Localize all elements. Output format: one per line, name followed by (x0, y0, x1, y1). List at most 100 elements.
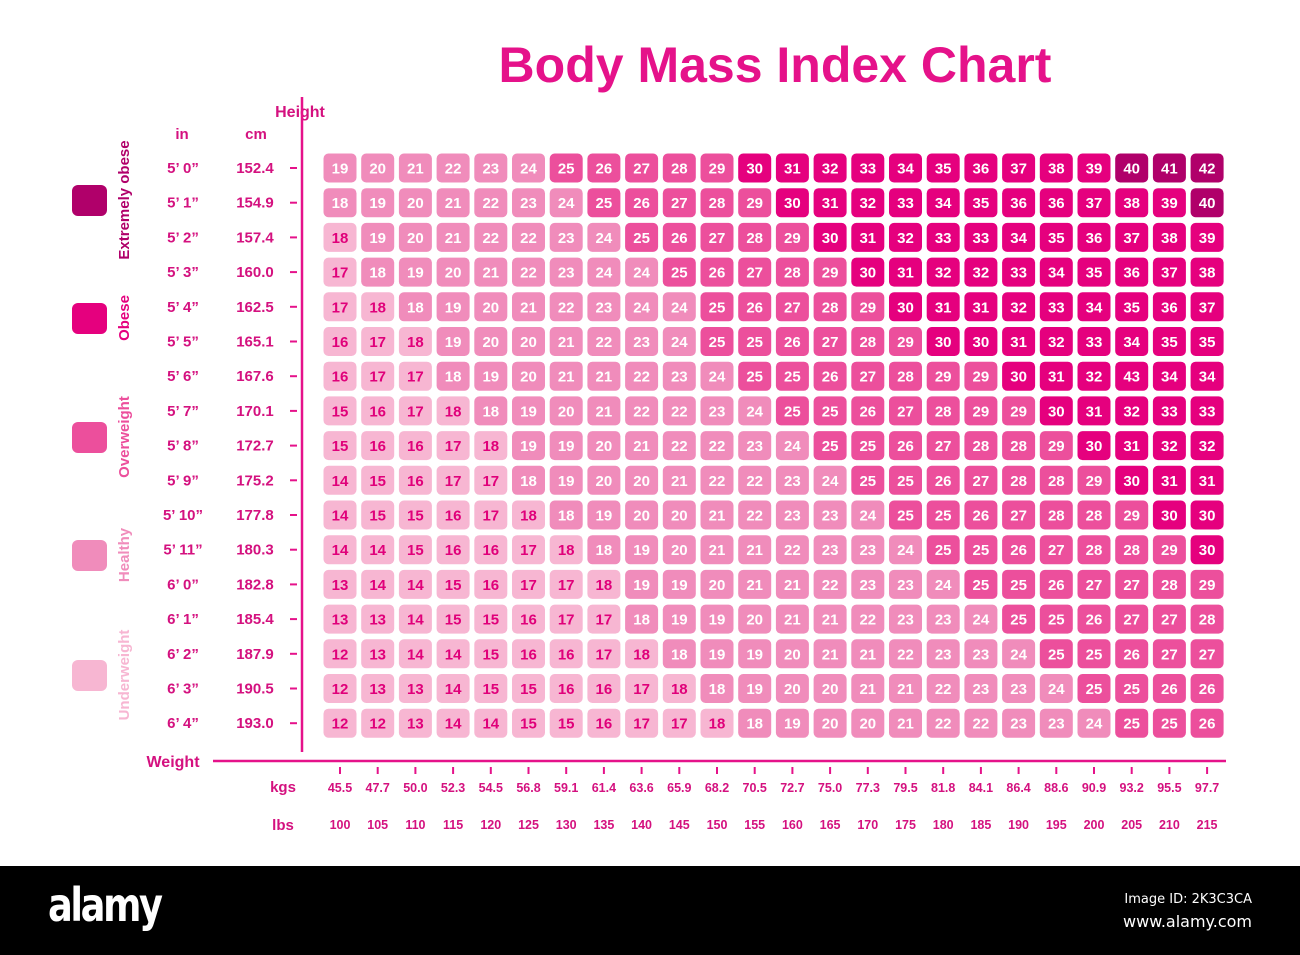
weight-lbs-label: 135 (593, 818, 614, 832)
bmi-cell (587, 535, 621, 565)
bmi-cell (662, 292, 696, 322)
bmi-value: 13 (332, 577, 349, 594)
bmi-cell (1002, 257, 1036, 287)
bmi-cell (398, 674, 432, 703)
bmi-cell (813, 465, 847, 495)
bmi-value: 14 (445, 646, 462, 663)
bmi-cell (851, 327, 885, 356)
bmi-cell (662, 535, 696, 565)
bmi-value: 13 (369, 612, 386, 629)
bmi-cell (1115, 153, 1149, 183)
bmi-cell (1152, 396, 1186, 426)
bmi-value: 33 (1086, 334, 1103, 351)
height-cm-label: 180.3 (236, 542, 274, 559)
bmi-cell (700, 396, 734, 426)
bmi-value: 27 (709, 230, 726, 247)
bmi-value: 20 (482, 299, 499, 316)
bmi-value: 25 (1048, 646, 1065, 663)
bmi-value: 19 (369, 230, 386, 247)
bmi-value: 21 (859, 646, 876, 663)
bmi-value: 18 (482, 438, 499, 455)
bmi-cell (512, 292, 545, 322)
bmi-value: 20 (482, 334, 499, 351)
bmi-cell (700, 327, 734, 356)
bmi-value: 27 (1123, 612, 1140, 629)
bmi-cell (625, 396, 659, 426)
bmi-cell (1002, 465, 1036, 495)
bmi-value: 13 (407, 716, 424, 733)
bmi-value: 23 (520, 195, 537, 212)
bmi-value: 16 (596, 681, 613, 698)
bmi-cell (398, 569, 432, 599)
bmi-value: 24 (596, 230, 613, 247)
bmi-cell (549, 257, 583, 287)
bmi-value: 26 (1123, 646, 1140, 663)
bmi-value: 24 (633, 299, 650, 316)
bmi-value: 27 (1048, 542, 1065, 559)
weight-kg-label: 84.1 (969, 781, 993, 795)
bmi-value: 16 (445, 508, 462, 525)
bmi-value: 31 (859, 230, 876, 247)
bmi-value: 34 (935, 195, 952, 212)
bmi-value: 17 (558, 612, 575, 629)
bmi-value: 13 (407, 681, 424, 698)
bmi-cell (549, 708, 583, 738)
bmi-value: 14 (332, 473, 349, 490)
bmi-cell (775, 465, 809, 495)
bmi-cell (1039, 153, 1073, 183)
bmi-cell (738, 604, 772, 634)
bmi-value: 15 (520, 716, 537, 733)
bmi-value: 38 (1199, 265, 1216, 282)
bmi-value: 21 (822, 646, 839, 663)
bmi-value: 28 (935, 403, 952, 420)
bmi-value: 14 (369, 577, 386, 594)
bmi-value: 25 (1161, 716, 1178, 733)
bmi-cell (361, 569, 395, 599)
bmi-cell (1190, 674, 1224, 703)
bmi-value: 15 (369, 508, 386, 525)
bmi-value: 20 (709, 577, 726, 594)
bmi-value: 19 (746, 681, 763, 698)
bmi-value: 20 (407, 195, 424, 212)
bmi-cell (851, 292, 885, 322)
bmi-value: 27 (935, 438, 952, 455)
bmi-cell (813, 292, 847, 322)
bmi-cell (964, 708, 998, 738)
bmi-cell (1077, 535, 1111, 565)
bmi-value: 15 (482, 646, 499, 663)
bmi-cell (436, 327, 470, 356)
bmi-cell (851, 257, 885, 287)
bmi-value: 14 (407, 646, 424, 663)
image-id: Image ID: 2K3C3CA (1124, 892, 1252, 907)
bmi-value: 30 (973, 334, 990, 351)
bmi-cell (512, 396, 545, 426)
bmi-value: 26 (859, 403, 876, 420)
bmi-chart: Body Mass Index Chart Height in cm Weight kgs… (72, 37, 1226, 834)
bmi-cell (1190, 292, 1224, 322)
bmi-cell (662, 465, 696, 495)
bmi-value: 26 (784, 334, 801, 351)
bmi-value: 21 (784, 612, 801, 629)
bmi-value: 12 (369, 716, 386, 733)
bmi-cell (549, 639, 583, 669)
bmi-value: 14 (332, 508, 349, 525)
bmi-value: 25 (1010, 612, 1027, 629)
bmi-value: 16 (558, 646, 575, 663)
bmi-value: 17 (596, 612, 613, 629)
bmi-cell (926, 188, 960, 218)
bmi-cell (549, 674, 583, 703)
bmi-value: 27 (1086, 577, 1103, 594)
y-axis-title: Height (275, 104, 325, 121)
bmi-cell (1190, 431, 1224, 461)
bmi-value: 16 (369, 403, 386, 420)
bmi-value: 34 (1161, 369, 1178, 386)
bmi-value: 36 (1161, 299, 1178, 316)
bmi-cell (512, 674, 545, 703)
bmi-value: 25 (822, 438, 839, 455)
bmi-cell (1152, 361, 1186, 391)
chart-title: Body Mass Index Chart (499, 37, 1052, 93)
bmi-cell (926, 639, 960, 669)
bmi-cell (1002, 361, 1036, 391)
bmi-cell (1115, 327, 1149, 356)
bmi-cell (474, 500, 508, 530)
